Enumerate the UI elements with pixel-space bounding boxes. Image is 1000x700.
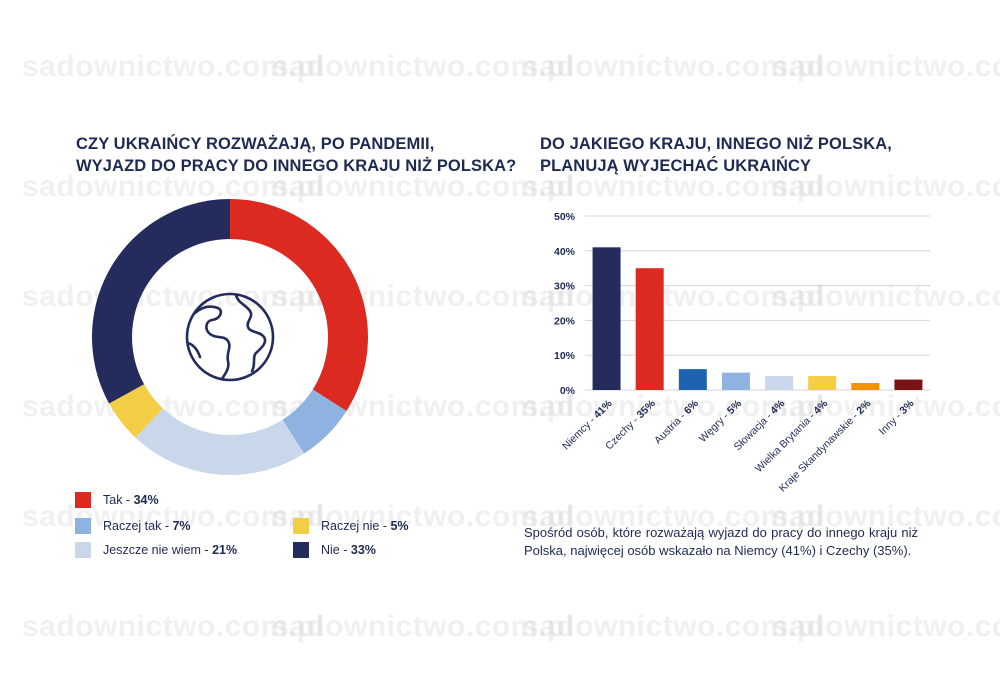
legend-swatch-tak	[75, 492, 91, 508]
x-tick-category: Słowacja -	[732, 408, 777, 453]
bar-wegry	[721, 372, 750, 390]
x-tick-label: Austria - 6%	[652, 397, 701, 446]
right-chart-title-line-1: DO JAKIEGO KRAJU, INNEGO NIŻ POLSKA,	[540, 135, 892, 153]
watermark-text: sadownictwo.com.pl	[772, 610, 1000, 643]
x-tick-label: Inny - 3%	[877, 397, 917, 437]
watermark-text: sadownictwo.com.pl	[272, 50, 575, 83]
legend-swatch-raczej-nie	[293, 518, 309, 534]
bar-niemcy	[592, 247, 621, 390]
donut-slice-tak	[230, 199, 368, 411]
legend-item-raczej-nie: Raczej nie - 5%	[293, 518, 409, 534]
x-tick-label: Wielka Brytania - 4%	[753, 397, 831, 475]
x-tick-label: Kraje Skandynawskie - 2%	[777, 397, 874, 494]
y-tick-label: 10%	[554, 350, 576, 362]
watermark-text: sadownictwo.com.pl	[772, 50, 1000, 83]
donut-slice-raczej-nie	[109, 384, 163, 438]
bar-czechy	[635, 268, 664, 390]
legend-value-tak: 34%	[133, 493, 159, 507]
left-chart-title: CZY UKRAIŃCY ROZWAŻAJĄ, PO PANDEMII, WYJ…	[76, 133, 516, 177]
x-tick-category: Niemcy -	[560, 412, 600, 452]
y-tick-label: 40%	[554, 246, 576, 258]
y-tick-label: 20%	[554, 315, 576, 327]
bar-slowacja	[765, 376, 794, 390]
legend-swatch-raczej-tak	[75, 518, 91, 534]
summary-note: Spośród osób, które rozważają wyjazd do …	[524, 525, 918, 558]
legend-item-tak: Tak - 34%	[75, 492, 159, 508]
donut-slice-jeszcze-nie-wiem	[135, 408, 304, 475]
left-chart-title-line-2: WYJAZD DO PRACY DO INNEGO KRAJU NIŻ POLS…	[76, 157, 517, 175]
watermark-text: sadownictwo.com.pl	[22, 610, 325, 643]
donut-chart	[92, 199, 368, 475]
left-chart-title-line-1: CZY UKRAIŃCY ROZWAŻAJĄ, PO PANDEMII,	[76, 135, 435, 153]
x-tick-category: Czechy -	[603, 412, 643, 452]
watermark-text: sadownictwo.com.pl	[522, 610, 825, 643]
legend-item-raczej-tak: Raczej tak - 7%	[75, 518, 191, 534]
y-tick-label: 0%	[560, 385, 576, 397]
legend-label-nie: Nie	[321, 543, 340, 557]
x-tick-value: 35%	[634, 397, 658, 421]
legend-swatch-nie	[293, 542, 309, 558]
legend-value-raczej-nie: 5%	[390, 519, 409, 533]
x-tick-category: Austria -	[652, 408, 690, 446]
legend-label-tak: Tak	[103, 493, 123, 507]
donut-slice-nie	[92, 199, 231, 404]
donut-legend: Tak - 34% Raczej tak - 7% Jeszcze nie wi…	[75, 492, 435, 572]
right-chart-title-line-2: PLANUJĄ WYJECHAĆ UKRAIŃCY	[540, 157, 812, 175]
legend-value-nie: 33%	[350, 543, 376, 557]
legend-swatch-jeszcze-nie-wiem	[75, 542, 91, 558]
legend-item-jeszcze-nie-wiem: Jeszcze nie wiem - 21%	[75, 542, 237, 558]
bar-inny	[894, 379, 923, 390]
legend-label-raczej-nie: Raczej nie	[321, 519, 380, 533]
watermark-text: sadownictwo.com.pl	[22, 50, 325, 83]
legend-item-nie: Nie - 33%	[293, 542, 376, 558]
legend-value-raczej-tak: 7%	[172, 519, 191, 533]
legend-value-jeszcze-nie-wiem: 21%	[212, 543, 238, 557]
legend-label-raczej-tak: Raczej tak	[103, 519, 162, 533]
donut-slice-raczej-tak	[282, 389, 347, 454]
x-tick-category: Węgry -	[697, 408, 734, 445]
y-tick-label: 50%	[554, 211, 576, 223]
watermark-text: sadownictwo.com.pl	[522, 50, 825, 83]
bar-chart: 0% 10% 20% 30% 40% 50% Niemcy - 41%Czechy - 3…	[554, 211, 930, 494]
right-chart-title: DO JAKIEGO KRAJU, INNEGO NIŻ POLSKA, PLA…	[540, 133, 892, 177]
legend-label-jeszcze-nie-wiem: Jeszcze nie wiem	[103, 543, 201, 557]
watermark-text: sadownictwo.com.pl	[272, 610, 575, 643]
x-tick-category: Kraje Skandynawskie -	[777, 408, 863, 494]
x-tick-value: 41%	[591, 397, 615, 421]
y-tick-label: 30%	[554, 281, 576, 293]
globe-icon	[185, 292, 275, 382]
bar-austria	[678, 369, 707, 390]
bar-wielka-brytania	[808, 376, 837, 390]
bar-kraje-skandynawskie	[851, 383, 880, 390]
